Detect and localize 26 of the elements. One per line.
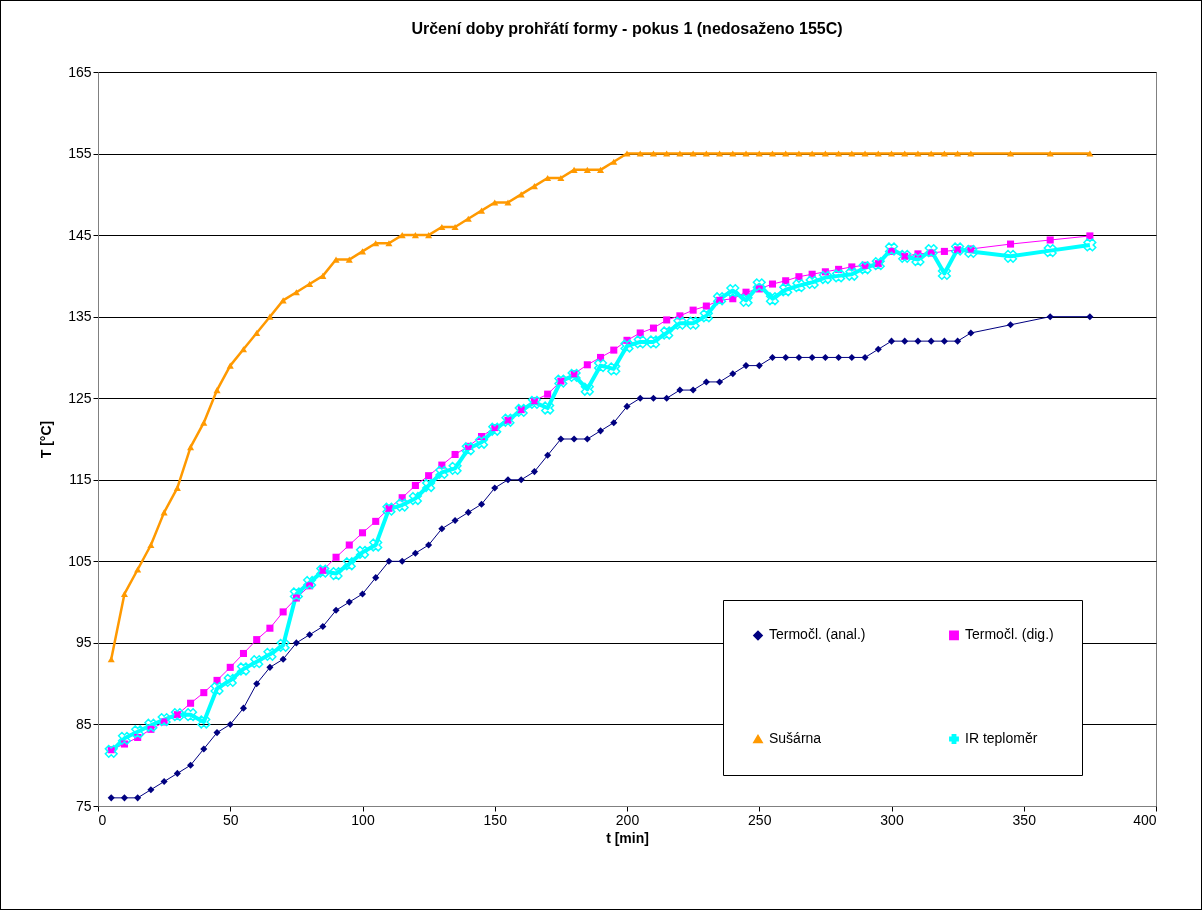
y-tick-label: 95	[75, 634, 92, 651]
y-tick-label: 85	[75, 715, 92, 732]
chart-title: Určení doby prohřátí formy - pokus 1 (nedosaženo 155C)	[411, 20, 843, 37]
x-axis-title: t [min]	[606, 829, 649, 846]
y-tick-label: 135	[68, 308, 92, 325]
x-tick-label: 200	[615, 811, 640, 828]
x-tick-label: 350	[1012, 811, 1037, 828]
y-tick-label: 165	[68, 63, 92, 80]
legend-label: Termočl. (anal.)	[769, 626, 866, 643]
x-tick-label: 250	[748, 811, 772, 828]
y-tick-label: 75	[75, 797, 92, 814]
x-tick-label: 50	[222, 811, 239, 828]
legend-label: IR teploměr	[965, 730, 1038, 746]
y-tick-label: 105	[68, 552, 92, 569]
x-tick-label: 0	[98, 811, 107, 828]
x-tick-label: 300	[880, 811, 904, 828]
y-tick-label: 115	[69, 471, 92, 488]
x-tick-label: 150	[483, 811, 508, 828]
y-axis-title: T [°C]	[38, 420, 55, 459]
x-tick-label: 100	[351, 811, 375, 828]
y-tick-label: 125	[68, 389, 92, 406]
y-tick-label: 155	[68, 145, 92, 162]
legend-label: Termočl. (dig.)	[965, 626, 1054, 643]
legend-label: Sušárna	[769, 730, 822, 746]
x-tick-label: 400	[1133, 811, 1157, 828]
y-tick-label: 145	[68, 226, 92, 243]
